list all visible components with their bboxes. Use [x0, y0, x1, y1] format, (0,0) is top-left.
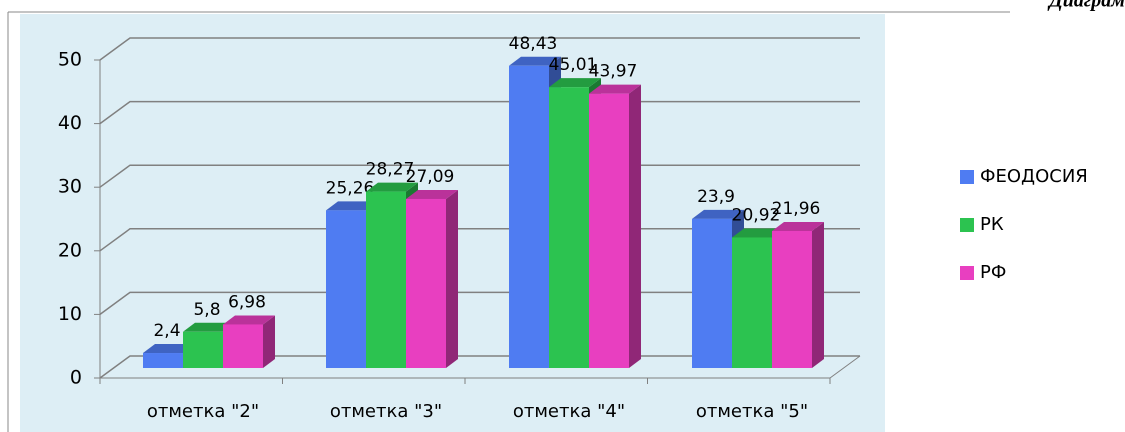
- legend-swatch: [960, 218, 974, 232]
- data-label: 45,01: [549, 55, 598, 75]
- bar: [772, 230, 812, 368]
- bar-top: [366, 182, 418, 192]
- x-tick-label: отметка "2": [147, 401, 259, 422]
- x-axis-depth: [829, 355, 861, 379]
- bar: [549, 87, 589, 368]
- data-label: 28,27: [366, 160, 415, 180]
- y-tick-label: 50: [58, 49, 82, 71]
- x-tick-label: отметка "4": [513, 401, 625, 422]
- bar-top: [509, 56, 561, 66]
- bar-top: [589, 84, 641, 94]
- bar-side: [446, 189, 458, 368]
- x-tick-label: отметка "5": [696, 401, 808, 422]
- bar: [326, 210, 366, 368]
- data-label: 25,26: [326, 178, 375, 198]
- bar-side: [263, 315, 275, 368]
- bar: [366, 191, 406, 368]
- data-label: 48,43: [509, 34, 558, 54]
- bar-top: [772, 221, 824, 231]
- chart-title: Диаграм: [1047, 0, 1125, 12]
- data-label: 21,96: [772, 199, 821, 219]
- data-label: 27,09: [406, 167, 455, 187]
- bar-top: [183, 322, 235, 332]
- data-label: 23,9: [697, 187, 735, 207]
- bar: [692, 218, 732, 368]
- y-tick-label: 0: [70, 367, 82, 389]
- data-label: 2,4: [153, 321, 180, 341]
- legend-swatch: [960, 170, 974, 184]
- grid-line: [99, 37, 860, 61]
- bar: [143, 353, 183, 368]
- y-tick-label: 10: [58, 303, 82, 325]
- legend-label: РФ: [980, 262, 1006, 283]
- data-label: 20,92: [732, 205, 781, 225]
- legend-label: ФЕОДОСИЯ: [980, 166, 1088, 187]
- bar: [509, 65, 549, 368]
- bar-side: [629, 84, 641, 368]
- x-tick-label: отметка "3": [330, 401, 442, 422]
- bar-top: [143, 344, 195, 354]
- bar-top: [326, 201, 378, 211]
- bar-top: [549, 78, 601, 88]
- y-tick-label: 20: [58, 239, 82, 261]
- bar-top: [692, 209, 744, 219]
- bar: [183, 331, 223, 368]
- bar-top: [223, 315, 275, 325]
- data-label: 43,97: [589, 62, 638, 82]
- bar-top: [406, 189, 458, 199]
- bar: [589, 93, 629, 368]
- y-tick-label: 30: [58, 176, 82, 198]
- bar-side: [812, 221, 824, 368]
- data-label: 6,98: [228, 292, 266, 312]
- bar: [406, 198, 446, 368]
- bar-top: [732, 228, 784, 238]
- legend-label: РК: [980, 214, 1004, 235]
- data-label: 5,8: [193, 300, 220, 320]
- y-tick-label: 40: [58, 112, 82, 134]
- bar: [732, 237, 772, 368]
- bar: [223, 324, 263, 368]
- legend-swatch: [960, 266, 974, 280]
